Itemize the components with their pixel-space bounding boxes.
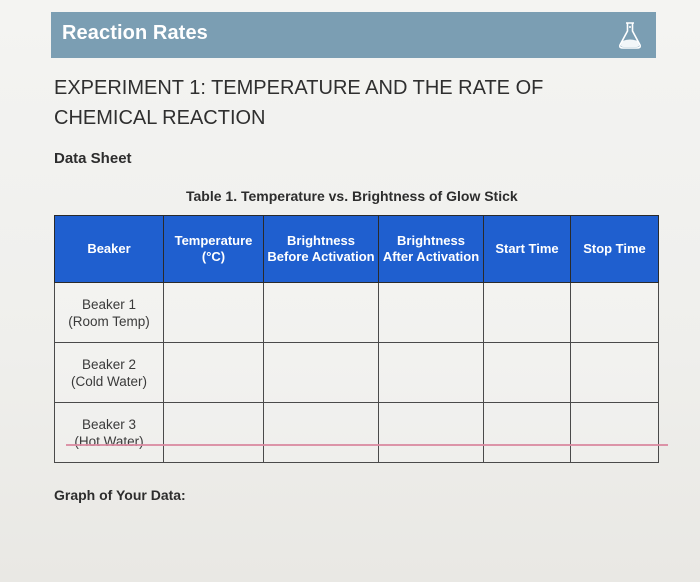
temperature-cell[interactable] bbox=[163, 342, 264, 403]
stop-time-cell[interactable] bbox=[570, 342, 659, 403]
column-header-stop-time: Stop Time bbox=[570, 215, 659, 283]
brightness-before-cell[interactable] bbox=[263, 282, 379, 343]
data-table: Beaker Temperature (°C) Brightness Befor… bbox=[54, 215, 659, 463]
temperature-cell[interactable] bbox=[163, 402, 264, 463]
brightness-after-cell[interactable] bbox=[378, 342, 484, 403]
beaker-cell: Beaker 2 (Cold Water) bbox=[54, 342, 164, 403]
column-header-brightness-after: Brightness After Activation bbox=[378, 215, 484, 283]
table-row: Beaker 3 (Hot Water) bbox=[54, 402, 659, 463]
beaker-condition: (Hot Water) bbox=[74, 433, 144, 449]
brightness-before-cell[interactable] bbox=[263, 342, 379, 403]
table-caption: Table 1. Temperature vs. Brightness of G… bbox=[186, 188, 518, 204]
column-header-beaker: Beaker bbox=[54, 215, 164, 283]
column-header-temperature: Temperature (°C) bbox=[163, 215, 264, 283]
table-row: Beaker 1 (Room Temp) bbox=[54, 282, 659, 343]
brightness-after-cell[interactable] bbox=[378, 402, 484, 463]
table-row: Beaker 2 (Cold Water) bbox=[54, 342, 659, 403]
experiment-title: EXPERIMENT 1: TEMPERATURE AND THE RATE O… bbox=[54, 77, 544, 129]
start-time-cell[interactable] bbox=[483, 402, 571, 463]
table-header-row: Beaker Temperature (°C) Brightness Befor… bbox=[54, 215, 659, 283]
beaker-name: Beaker 2 bbox=[81, 356, 137, 372]
beaker-condition: (Room Temp) bbox=[68, 313, 150, 329]
header-bar: Reaction Rates bbox=[51, 12, 656, 58]
temperature-cell[interactable] bbox=[163, 282, 264, 343]
column-header-start-time: Start Time bbox=[483, 215, 571, 283]
beaker-name: Beaker 3 bbox=[81, 416, 137, 432]
brightness-after-cell[interactable] bbox=[378, 282, 484, 343]
data-sheet-heading: Data Sheet bbox=[54, 150, 132, 167]
start-time-cell[interactable] bbox=[483, 282, 571, 343]
column-header-brightness-before: Brightness Before Activation bbox=[263, 215, 379, 283]
beaker-name: Beaker 1 bbox=[81, 296, 137, 312]
stop-time-cell[interactable] bbox=[570, 282, 659, 343]
start-time-cell[interactable] bbox=[483, 342, 571, 403]
header-title: Reaction Rates bbox=[62, 22, 208, 44]
beaker-cell: Beaker 3 (Hot Water) bbox=[54, 402, 164, 463]
flask-icon bbox=[619, 22, 641, 49]
beaker-condition: (Cold Water) bbox=[70, 373, 147, 389]
underline-mark bbox=[66, 444, 668, 446]
brightness-before-cell[interactable] bbox=[263, 402, 379, 463]
graph-label: Graph of Your Data: bbox=[54, 487, 186, 503]
stop-time-cell[interactable] bbox=[570, 402, 659, 463]
beaker-cell: Beaker 1 (Room Temp) bbox=[54, 282, 164, 343]
